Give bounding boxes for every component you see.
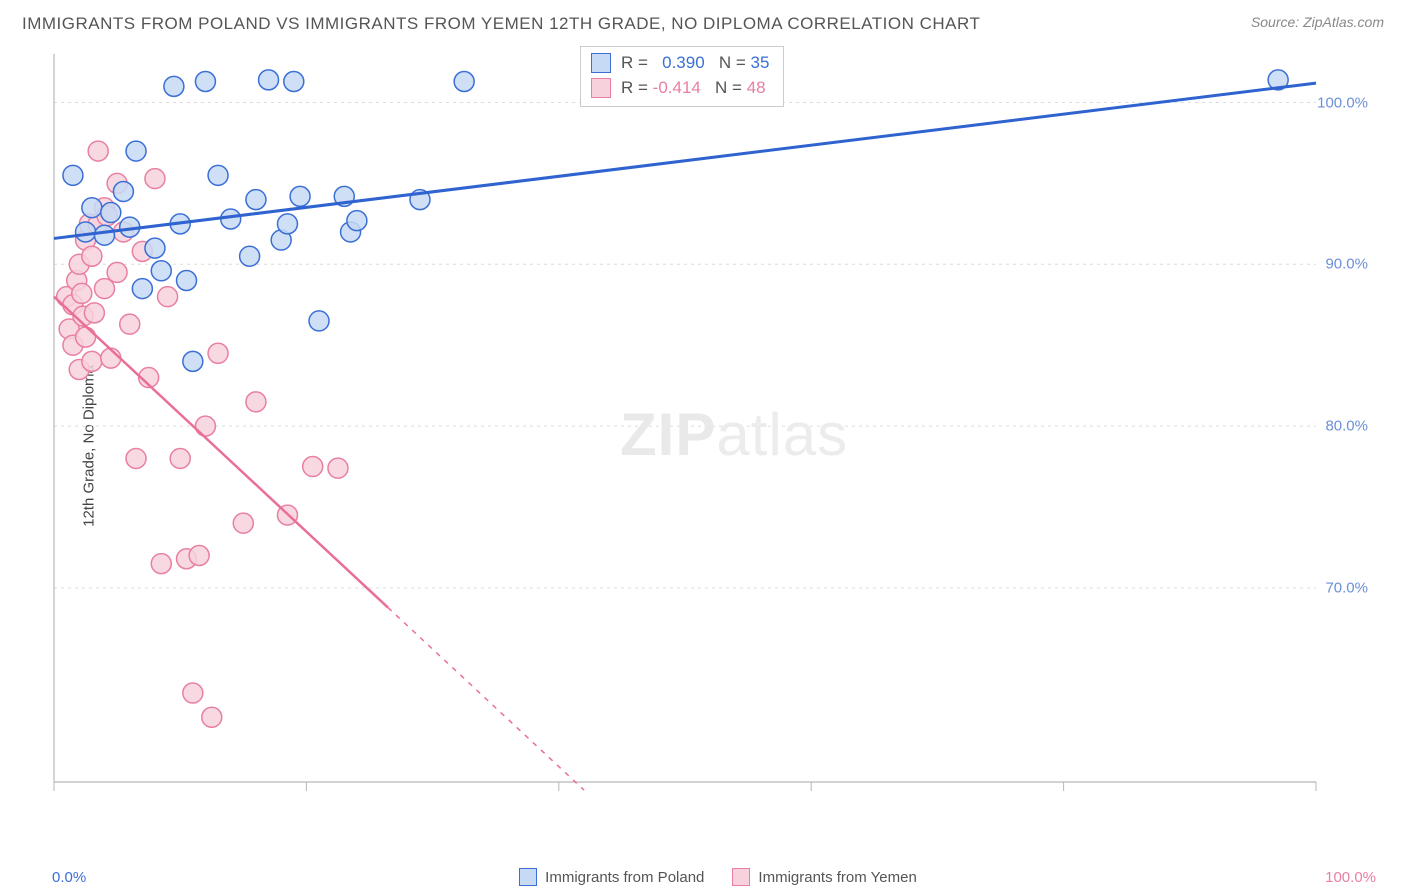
stat-text: R = 0.390 N = 35 (621, 51, 769, 76)
y-tick-label: 70.0% (1325, 579, 1368, 596)
stat-row: R = -0.414 N = 48 (591, 76, 769, 101)
watermark: ZIPatlas (620, 400, 848, 469)
legend-swatch-yemen (732, 868, 750, 886)
stat-text: R = -0.414 N = 48 (621, 76, 766, 101)
legend-item-poland: Immigrants from Poland (519, 868, 704, 886)
y-tick-label: 90.0% (1325, 256, 1368, 273)
source-attribution: Source: ZipAtlas.com (1251, 14, 1384, 30)
stat-swatch (591, 78, 611, 98)
y-tick-label: 100.0% (1317, 94, 1368, 111)
legend-item-yemen: Immigrants from Yemen (732, 868, 916, 886)
chart-title: IMMIGRANTS FROM POLAND VS IMMIGRANTS FRO… (22, 14, 980, 34)
stats-legend-box: R = 0.390 N = 35R = -0.414 N = 48 (580, 46, 784, 107)
stat-swatch (591, 53, 611, 73)
legend-swatch-poland (519, 868, 537, 886)
legend-label-poland: Immigrants from Poland (545, 869, 704, 886)
legend-label-yemen: Immigrants from Yemen (758, 869, 916, 886)
bottom-legend: Immigrants from Poland Immigrants from Y… (50, 868, 1386, 886)
y-tick-label: 80.0% (1325, 418, 1368, 435)
stat-row: R = 0.390 N = 35 (591, 51, 769, 76)
